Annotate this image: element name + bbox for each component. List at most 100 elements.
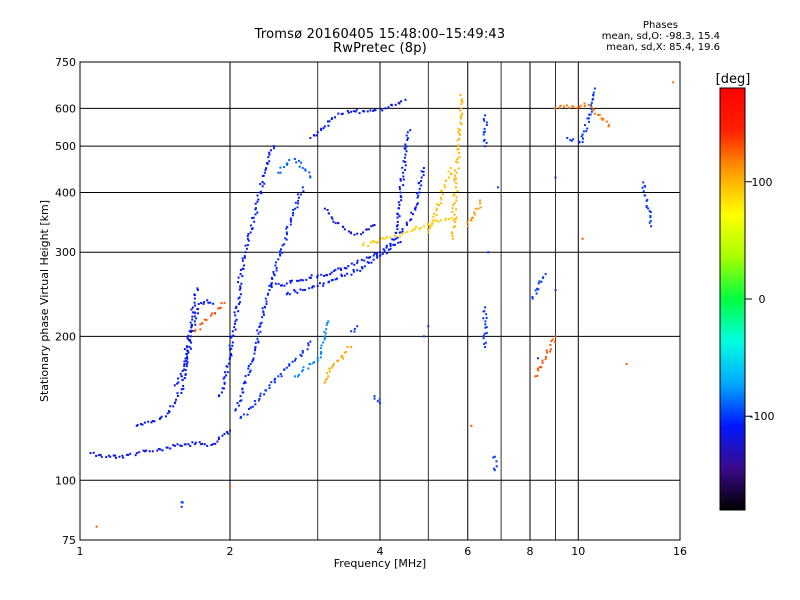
data-point	[179, 444, 182, 447]
data-point	[237, 297, 240, 300]
data-point	[389, 244, 392, 247]
data-point	[217, 437, 220, 440]
data-point	[531, 297, 534, 300]
data-point	[180, 391, 183, 394]
data-point	[286, 163, 289, 166]
data-point	[302, 366, 305, 369]
data-point	[404, 168, 407, 171]
data-point	[233, 311, 236, 314]
data-point	[313, 134, 316, 137]
data-point	[212, 443, 215, 446]
data-point	[246, 237, 249, 240]
data-point	[195, 317, 198, 320]
data-point	[273, 378, 276, 381]
data-point	[158, 417, 161, 420]
data-point	[559, 104, 562, 107]
phases-x-mode: mean, sd,X: 85.4, 19.6	[606, 42, 720, 53]
data-point	[326, 208, 329, 211]
data-point	[587, 103, 590, 106]
data-point	[565, 104, 568, 107]
data-point	[461, 100, 464, 103]
data-point	[230, 354, 233, 357]
data-point	[404, 164, 407, 167]
data-point	[326, 274, 329, 277]
data-point	[460, 113, 463, 116]
data-point	[554, 335, 557, 338]
data-point	[251, 358, 254, 361]
data-point	[301, 369, 304, 372]
data-point	[367, 256, 370, 259]
data-point	[159, 416, 162, 419]
data-point	[563, 105, 566, 108]
data-point	[232, 334, 235, 337]
data-point	[346, 109, 349, 112]
data-point	[400, 199, 403, 202]
data-point	[107, 454, 110, 457]
data-point	[432, 215, 435, 218]
data-point	[483, 119, 486, 122]
data-point	[182, 387, 185, 390]
data-point	[254, 207, 257, 210]
data-point	[156, 449, 159, 452]
data-point	[279, 248, 282, 251]
data-point	[456, 139, 459, 142]
data-point	[257, 198, 260, 201]
data-point	[583, 104, 586, 107]
x-tick-label: 8	[527, 545, 534, 558]
data-point	[280, 251, 283, 254]
data-point	[322, 127, 325, 130]
data-point	[187, 443, 190, 446]
data-point	[206, 299, 209, 302]
data-point	[187, 351, 190, 354]
data-point	[109, 455, 112, 458]
data-point	[210, 443, 213, 446]
data-point	[307, 342, 310, 345]
data-point	[147, 420, 150, 423]
data-point	[217, 307, 220, 310]
data-point	[320, 273, 323, 276]
data-point	[181, 369, 184, 372]
data-point	[373, 395, 376, 398]
data-point	[325, 328, 328, 331]
data-point	[239, 287, 242, 290]
data-point	[139, 422, 142, 425]
data-point	[323, 381, 326, 384]
data-point	[95, 454, 98, 457]
data-point	[453, 193, 456, 196]
data-point	[285, 366, 288, 369]
data-point	[429, 227, 432, 230]
data-point	[252, 216, 255, 219]
data-point	[291, 214, 294, 217]
data-point	[237, 281, 240, 284]
data-point	[234, 307, 237, 310]
x-tick-label: 10	[571, 545, 585, 558]
data-point	[437, 220, 440, 223]
data-point	[183, 363, 186, 366]
data-point	[191, 315, 194, 318]
data-point	[484, 346, 487, 349]
data-point	[420, 184, 423, 187]
data-point	[294, 290, 297, 293]
data-point	[242, 264, 245, 267]
data-point	[447, 170, 450, 173]
data-point	[97, 454, 100, 457]
data-point	[420, 170, 423, 173]
data-point	[294, 357, 297, 360]
data-point	[336, 359, 339, 362]
data-point	[450, 217, 453, 220]
data-point	[402, 160, 405, 163]
data-point	[493, 469, 496, 472]
data-point	[334, 268, 337, 271]
data-point	[347, 111, 350, 114]
data-point	[375, 241, 378, 244]
data-point	[485, 316, 488, 319]
data-point	[270, 284, 273, 287]
data-point	[485, 326, 488, 329]
data-point	[283, 368, 286, 371]
data-point	[456, 148, 459, 151]
data-point	[289, 220, 292, 223]
data-point	[531, 295, 534, 298]
data-point	[410, 218, 413, 221]
data-point	[184, 357, 187, 360]
data-point	[273, 274, 276, 277]
